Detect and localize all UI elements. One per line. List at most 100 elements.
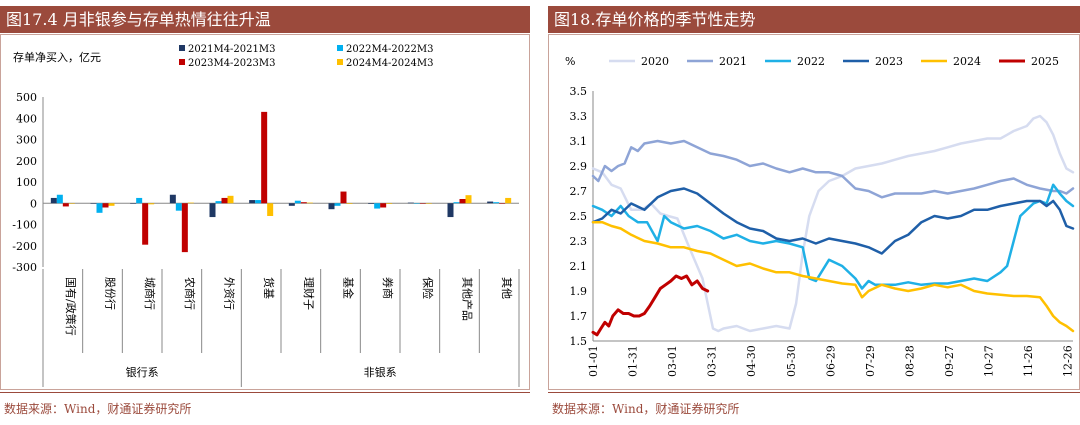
- bar: [255, 200, 262, 204]
- y-tick-label: 200: [16, 155, 37, 168]
- legend-swatch: [179, 59, 185, 65]
- x-tick-label: 06-29: [824, 345, 837, 377]
- x-tick-label: 09-27: [943, 345, 956, 377]
- legend-label: 2024: [953, 55, 981, 68]
- legend-label: 2023M4-2023M3: [188, 58, 275, 69]
- left-source-divider: [0, 392, 530, 393]
- legend-swatch: [179, 45, 185, 51]
- category-label: 保险: [421, 277, 435, 299]
- y-tick-label: 3.3: [570, 110, 588, 123]
- y-tick-label: 400: [16, 112, 37, 125]
- legend-label: 2022M4-2022M3: [346, 44, 433, 55]
- bar: [368, 203, 375, 204]
- y-tick-label: -300: [12, 261, 37, 274]
- bar: [294, 200, 301, 204]
- legend-label: 2022: [797, 55, 825, 68]
- bar: [386, 203, 393, 204]
- bar: [56, 194, 63, 204]
- series-line-2020: [591, 114, 1075, 333]
- category-label: 城商行: [143, 277, 157, 310]
- x-tick-label: 07-29: [864, 345, 877, 377]
- category-label: 国有/政策行: [64, 277, 78, 336]
- bar: [419, 203, 426, 204]
- y-tick-label: 0: [30, 197, 37, 210]
- bar: [407, 202, 414, 204]
- bar: [215, 201, 222, 204]
- legend-label: 2021: [719, 55, 747, 68]
- bar: [267, 203, 274, 216]
- category-label: 基金: [342, 277, 356, 299]
- x-tick-label: 01-01: [587, 345, 600, 377]
- y-tick-label: 2.7: [570, 185, 588, 198]
- x-tick-label: 05-30: [785, 345, 798, 377]
- bar: [374, 203, 381, 209]
- category-label: 外资行: [223, 277, 236, 310]
- y-tick-label: 500: [16, 91, 37, 104]
- x-tick-label: 12-26: [1062, 345, 1075, 377]
- series-line-2022: [591, 183, 1075, 290]
- category-label: 其他: [500, 277, 513, 299]
- y-tick-label: -100: [12, 219, 37, 232]
- bar: [306, 202, 313, 204]
- bar: [96, 203, 103, 213]
- y-tick-label: 2.9: [570, 160, 588, 173]
- bar: [425, 203, 432, 204]
- y-tick-label: 2.1: [570, 260, 588, 273]
- series-line-2024: [591, 220, 1075, 333]
- bar: [142, 203, 149, 245]
- bar: [175, 203, 182, 211]
- bar: [90, 203, 97, 204]
- left-source: 数据来源：Wind，财通证券研究所: [4, 402, 192, 416]
- legend-label: 2025: [1031, 55, 1059, 68]
- right-chart: % 2020 2021 2022 2023 2024 2025 1.5 1.7 1.9 2.1 2.3…: [565, 55, 1075, 377]
- right-source: 数据来源：Wind，财通证券研究所: [552, 402, 740, 416]
- legend-label: 2023: [875, 55, 903, 68]
- bar: [465, 195, 472, 204]
- bar: [459, 199, 466, 204]
- bar: [209, 203, 216, 218]
- series-line-2021: [591, 139, 1075, 199]
- y-tick-label: 300: [16, 134, 37, 147]
- bar: [453, 202, 460, 204]
- bar: [300, 202, 307, 204]
- group-label: 非银系: [364, 365, 397, 379]
- y-axis-title: %: [565, 55, 575, 68]
- bar: [334, 203, 341, 206]
- series-line-2025: [591, 274, 710, 337]
- bar: [346, 203, 353, 204]
- bar: [62, 203, 69, 207]
- bar: [447, 203, 454, 218]
- bar: [413, 203, 420, 204]
- bar: [169, 194, 176, 204]
- bar: [380, 203, 387, 208]
- bar: [340, 191, 347, 204]
- bar: [148, 203, 155, 205]
- bar: [130, 203, 137, 204]
- series-line-2023: [591, 187, 1075, 255]
- x-tick-label: 08-28: [903, 345, 916, 377]
- y-tick-label: 1.9: [570, 285, 588, 298]
- right-chart-frame: % 2020 2021 2022 2023 2024 2025 1.5 1.7 1.9 2.1 2.3…: [548, 34, 1080, 390]
- bar: [487, 201, 494, 204]
- category-label: 券商: [381, 277, 395, 299]
- y-tick-label: 1.5: [570, 335, 588, 348]
- left-chart-frame: 存单净买入，亿元 2021M4-2021M3 2022M4-2022M3 2023M4…: [0, 34, 530, 390]
- bar: [102, 203, 109, 208]
- y-tick-label: 100: [16, 176, 37, 189]
- x-tick-label: 03-31: [706, 345, 719, 377]
- bar: [136, 197, 143, 204]
- right-source-divider: [548, 392, 1080, 393]
- legend-swatch: [337, 45, 343, 51]
- bar: [50, 197, 57, 204]
- bar: [249, 200, 256, 204]
- bar: [108, 203, 115, 206]
- left-chart: 存单净买入，亿元 2021M4-2021M3 2022M4-2022M3 2023M4…: [12, 44, 520, 387]
- legend-label: 2021M4-2021M3: [188, 44, 275, 55]
- right-panel-title: 图18.存单价格的季节性走势: [548, 6, 1080, 33]
- x-tick-label: 04-30: [745, 345, 758, 377]
- y-tick-label: -200: [12, 240, 37, 253]
- y-tick-label: 2.5: [570, 210, 588, 223]
- legend-swatch: [337, 59, 343, 65]
- category-label: 农商行: [183, 277, 197, 310]
- bar: [328, 203, 335, 210]
